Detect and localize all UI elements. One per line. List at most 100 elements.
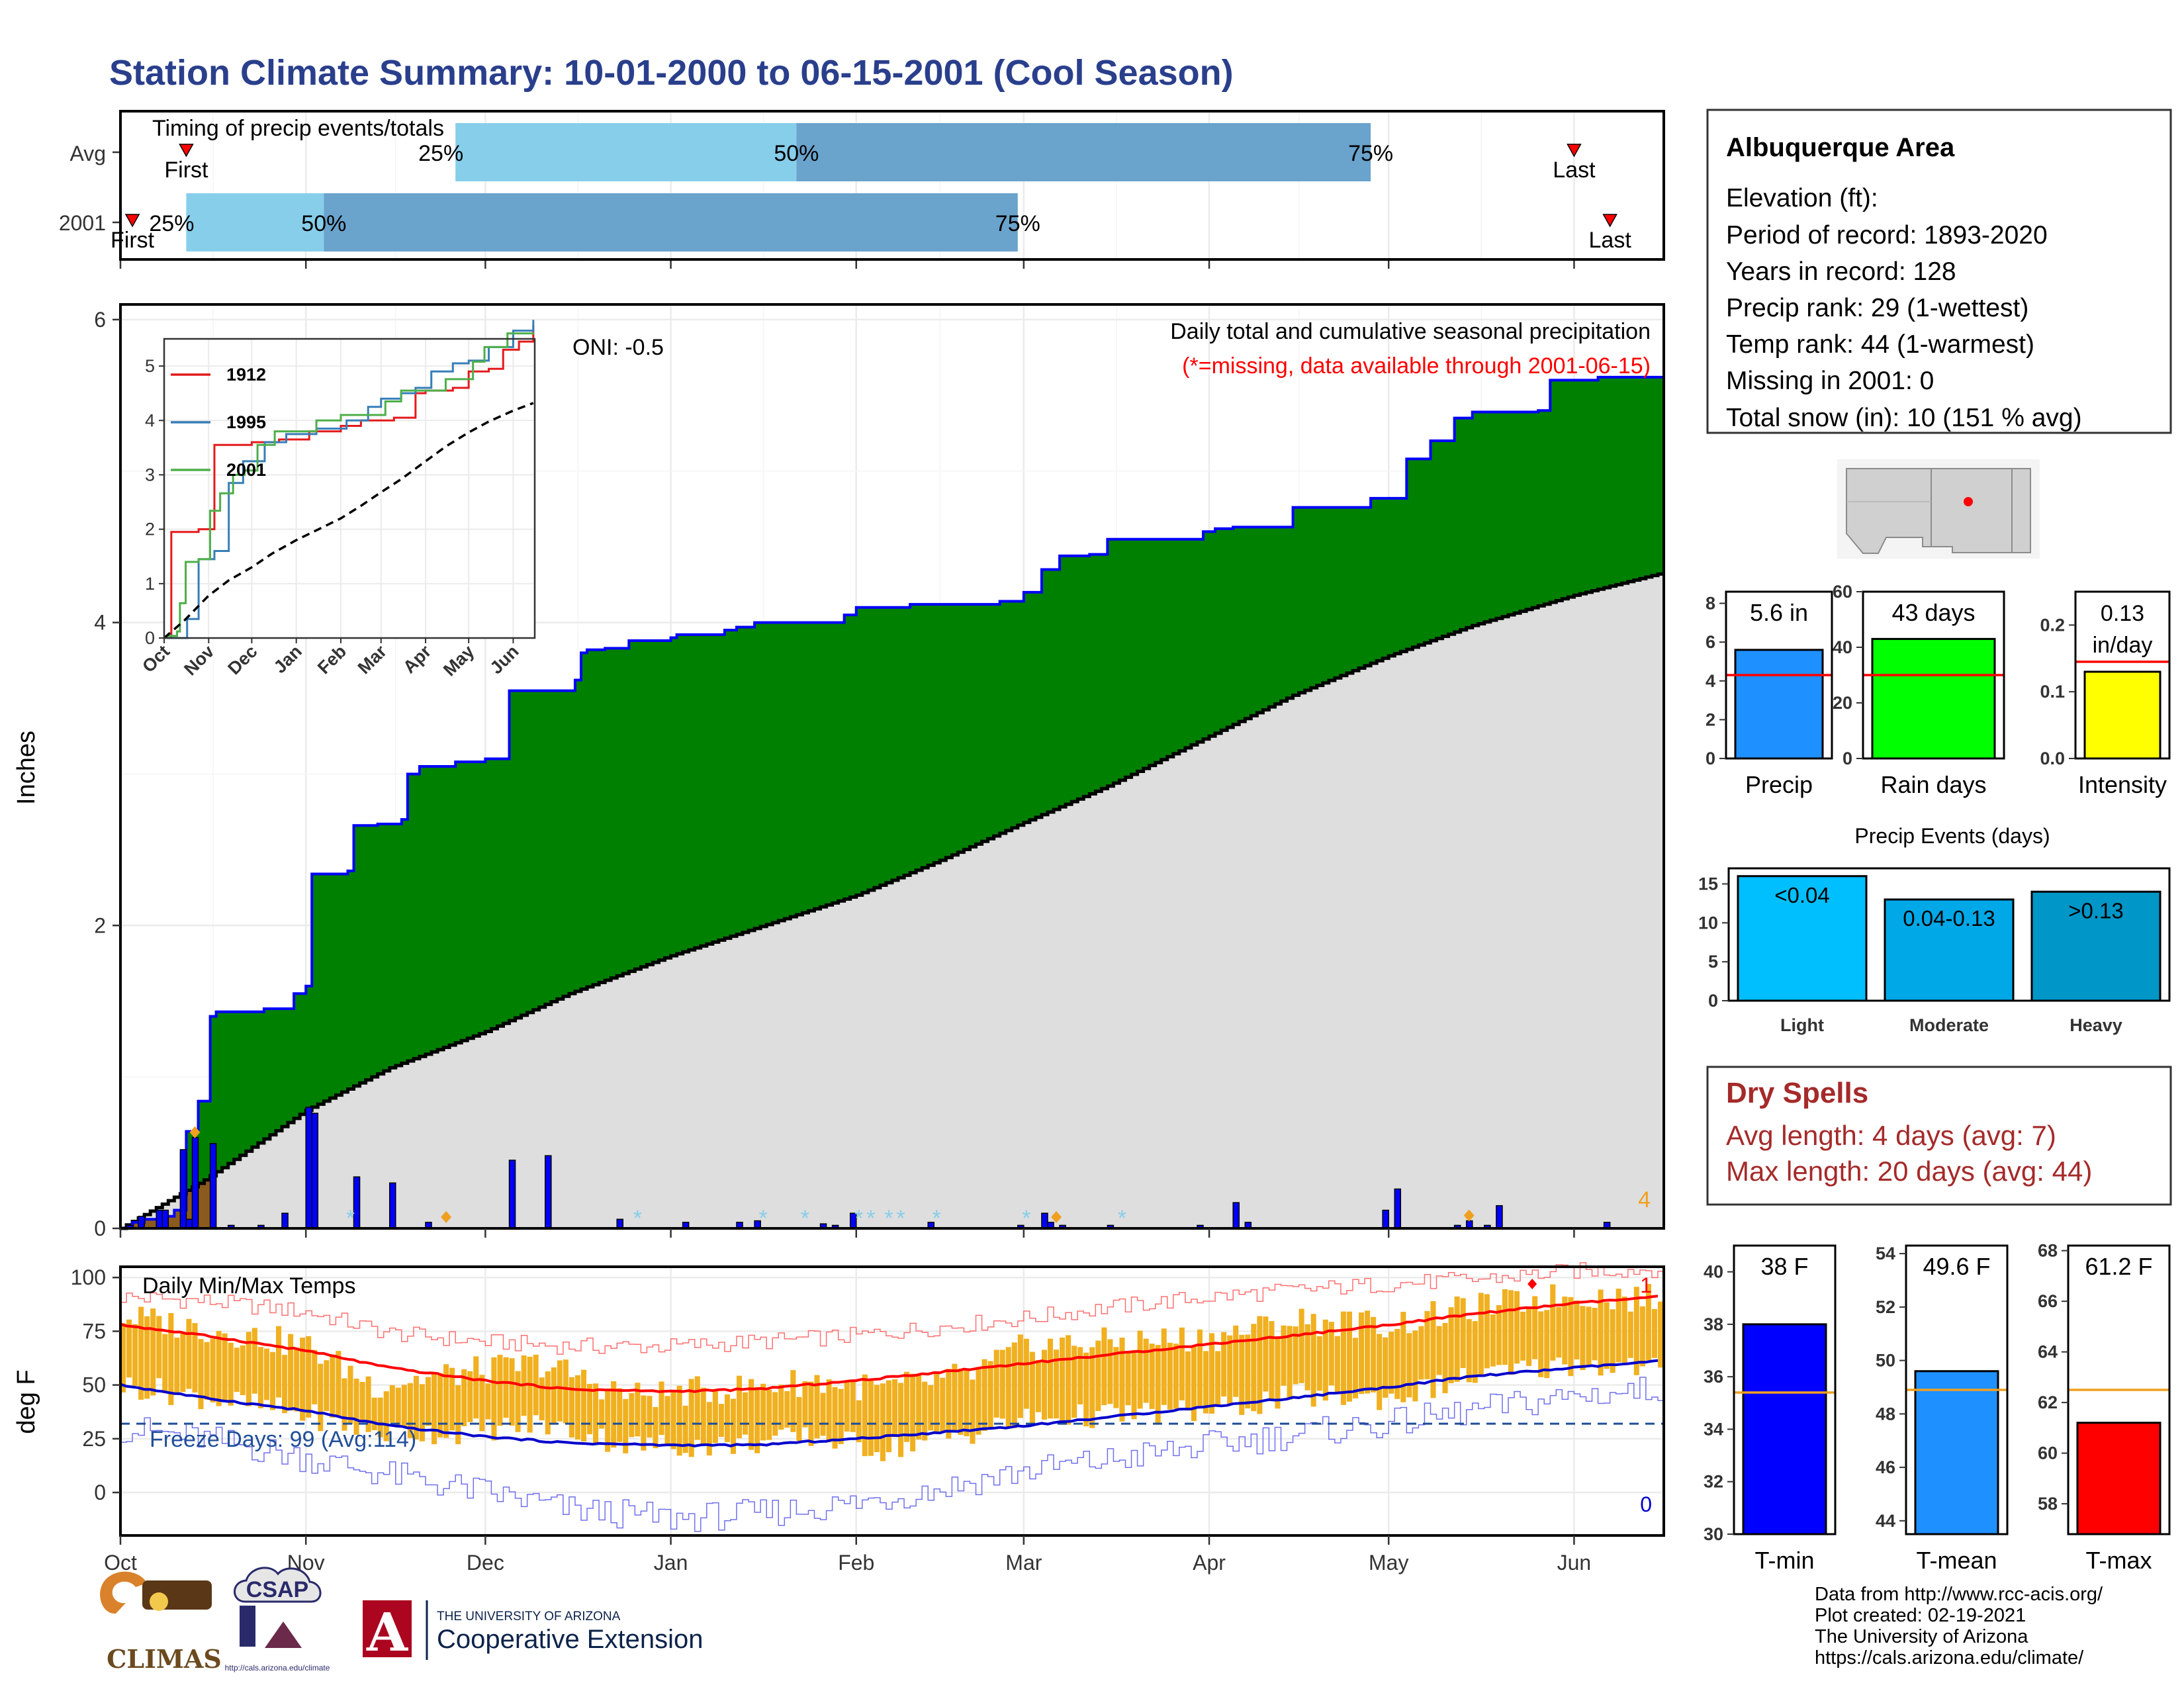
daily-precip-bar [508,1160,516,1229]
temp-x-tick-label: Oct [104,1551,137,1575]
daily-temp-bar [1041,1349,1048,1420]
precip-events-panel: Precip Events (days) <0.04 Light 0.04-0.13… [1698,824,2171,1035]
daily-temp-bar [120,1323,126,1393]
daily-temp-bar [324,1360,330,1411]
daily-temp-bar [1263,1316,1269,1392]
bar-y-tick-label: 4 [1706,671,1715,691]
inset-legend-label-1995: 1995 [226,412,266,432]
daily-temp-bar [850,1379,856,1432]
ua-logo-letter: A [366,1601,408,1663]
csap-logo-mountain [265,1622,302,1648]
footer: Data from http://www.rcc-acis.org/ Plot … [1815,1584,2103,1668]
daily-temp-bar [1604,1302,1610,1369]
precip-events-title: Precip Events (days) [1854,824,2050,848]
daily-temp-bar [1095,1340,1101,1411]
daily-temp-bar [1334,1336,1340,1393]
station-period: Period of record: 1893-2020 [1726,221,2048,250]
daily-temp-bar [1359,1312,1365,1394]
temp-bar-panels: 30 32 34 36 38 40 38 F T-min 44 46 48 50 52 54 49.6 F T… [1704,1241,2171,1574]
missing-data-mark: * [759,1206,768,1231]
inset-y-tick-label: 3 [145,465,155,484]
page-title: Station Climate Summary: 10-01-2000 to 0… [109,53,1234,93]
daily-temp-bar [515,1371,521,1432]
daily-temp-bar [605,1389,611,1452]
timing-first-label-2001: First [111,228,155,253]
temp-grid [119,1267,1664,1535]
daily-temp-bar [743,1392,749,1435]
daily-temp-bar [1592,1308,1598,1361]
daily-temp-bar [294,1348,300,1412]
timing-label-75-Avg: 75% [1348,141,1393,166]
daily-precip-bar [138,1215,145,1229]
daily-temp-bar [551,1367,557,1425]
daily-temp-bar [539,1377,545,1421]
bar-x-label-tmean: T-mean [1916,1547,1997,1574]
daily-temp-bar [425,1377,432,1426]
precip-events-bar-heavy [2030,890,2161,1002]
bar-value-label-precip_total: 5.6 in [1750,599,1808,626]
daily-temp-bar [563,1359,569,1424]
daily-temp-bar [150,1308,156,1396]
missing-data-mark: * [346,1206,355,1231]
temp-x-tick-label: Mar [1005,1551,1042,1575]
bar-y-tick-label: 64 [2038,1342,2058,1362]
daily-temp-bar [647,1396,653,1438]
csap-logo-bars [240,1606,255,1647]
daily-temp-bar [1155,1345,1161,1424]
daily-temp-bar [574,1375,580,1440]
daily-temp-bar [210,1338,216,1402]
daily-temp-bar [1215,1351,1221,1406]
bar-y-tick-label: 62 [2038,1393,2058,1412]
bar-value-label-rain_days: 43 days [1891,599,1975,626]
daily-temp-bar [1490,1314,1496,1367]
daily-temp-bar [162,1334,168,1394]
daily-temp-bar [999,1349,1005,1419]
daily-temp-bar [1562,1297,1568,1365]
daily-temp-bar [1203,1351,1209,1414]
daily-temp-bar [1137,1330,1143,1409]
daily-temp-bar [1167,1342,1173,1410]
daily-temp-bar [700,1387,706,1446]
daily-temp-bar [1651,1308,1657,1358]
daily-temp-bar [670,1390,676,1449]
daily-temp-bar [347,1365,353,1424]
inset-legend-label-2001: 2001 [226,460,266,480]
daily-temp-bar [1083,1352,1089,1427]
daily-temp-bar [1066,1335,1071,1425]
inset-average-line [163,402,534,639]
bar-tmax [2076,1422,2161,1535]
daily-temp-bar [1005,1347,1011,1427]
daily-temp-bar [300,1338,306,1421]
daily-precip-bar [545,1155,552,1229]
daily-temp-bar [1179,1327,1185,1400]
daily-temp-bar [772,1392,778,1436]
daily-temp-bar [168,1312,174,1405]
precip-events-category-moderate: Moderate [1909,1015,1989,1035]
daily-temp-bar [1227,1335,1233,1404]
timing-last-label-2001: Last [1589,228,1632,253]
daily-temp-bar [1239,1334,1245,1415]
bar-value-label-line2-intensity: in/day [2093,633,2153,658]
bar-x-label-rain_days: Rain days [1880,771,1986,798]
daily-temp-bar [1089,1347,1095,1428]
bar-panel-frame-rain_days [1862,590,2005,760]
daily-temp-bar [432,1373,437,1445]
daily-temp-bar [760,1383,766,1441]
bar-value-label-tmin: 38 F [1760,1253,1808,1280]
bar-panel-frame-intensity [2074,590,2171,760]
daily-temp-bar [892,1379,898,1438]
timing-label-75-2001: 75% [995,211,1040,236]
record-low-envelope [120,1377,1664,1532]
daily-precip-bar [388,1182,396,1229]
bar-x-label-tmax: T-max [2085,1547,2152,1574]
daily-temp-bar [1639,1306,1645,1367]
daily-precip-bar [209,1143,217,1229]
daily-temp-bar [1610,1309,1615,1373]
daily-temp-bar [371,1397,377,1430]
daily-temp-bar [922,1381,928,1441]
average-cumulative-line [120,572,1664,1230]
daily-temp-bar [580,1369,587,1441]
daily-temp-bar [1191,1346,1197,1422]
